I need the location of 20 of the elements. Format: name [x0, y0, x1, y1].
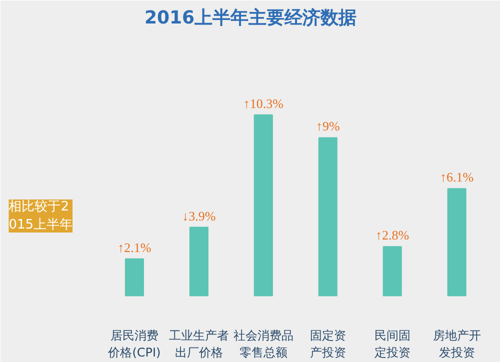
x-tick-label: 房地产开发投资	[432, 328, 481, 360]
chart-title: 2016上半年主要经济数据	[144, 8, 357, 28]
bar	[318, 137, 338, 296]
x-tick-label: 居民消费价格(CPI)	[107, 328, 161, 360]
data-label: ↑6.1%	[440, 170, 474, 185]
bar	[447, 188, 466, 296]
x-tick-label: 社会消费品零售总额	[233, 328, 294, 360]
data-label: ↓3.9%	[182, 208, 216, 224]
data-label: ↑2.8%	[376, 228, 410, 243]
x-tick-label: 固定资产投资	[310, 328, 346, 360]
data-label: ↑9%	[316, 118, 340, 134]
bar	[189, 226, 208, 296]
text: 相比较于2015上半年	[8, 199, 73, 232]
x-tick-label: 工业生产者出厂价格	[168, 328, 229, 360]
bar	[254, 114, 273, 296]
data-label: ↑10.3%	[243, 96, 284, 111]
data-label: ↑2.1%	[118, 240, 152, 255]
x-tick-label: 民间固定投资	[374, 328, 410, 360]
bar	[382, 246, 402, 296]
bar	[124, 258, 144, 296]
